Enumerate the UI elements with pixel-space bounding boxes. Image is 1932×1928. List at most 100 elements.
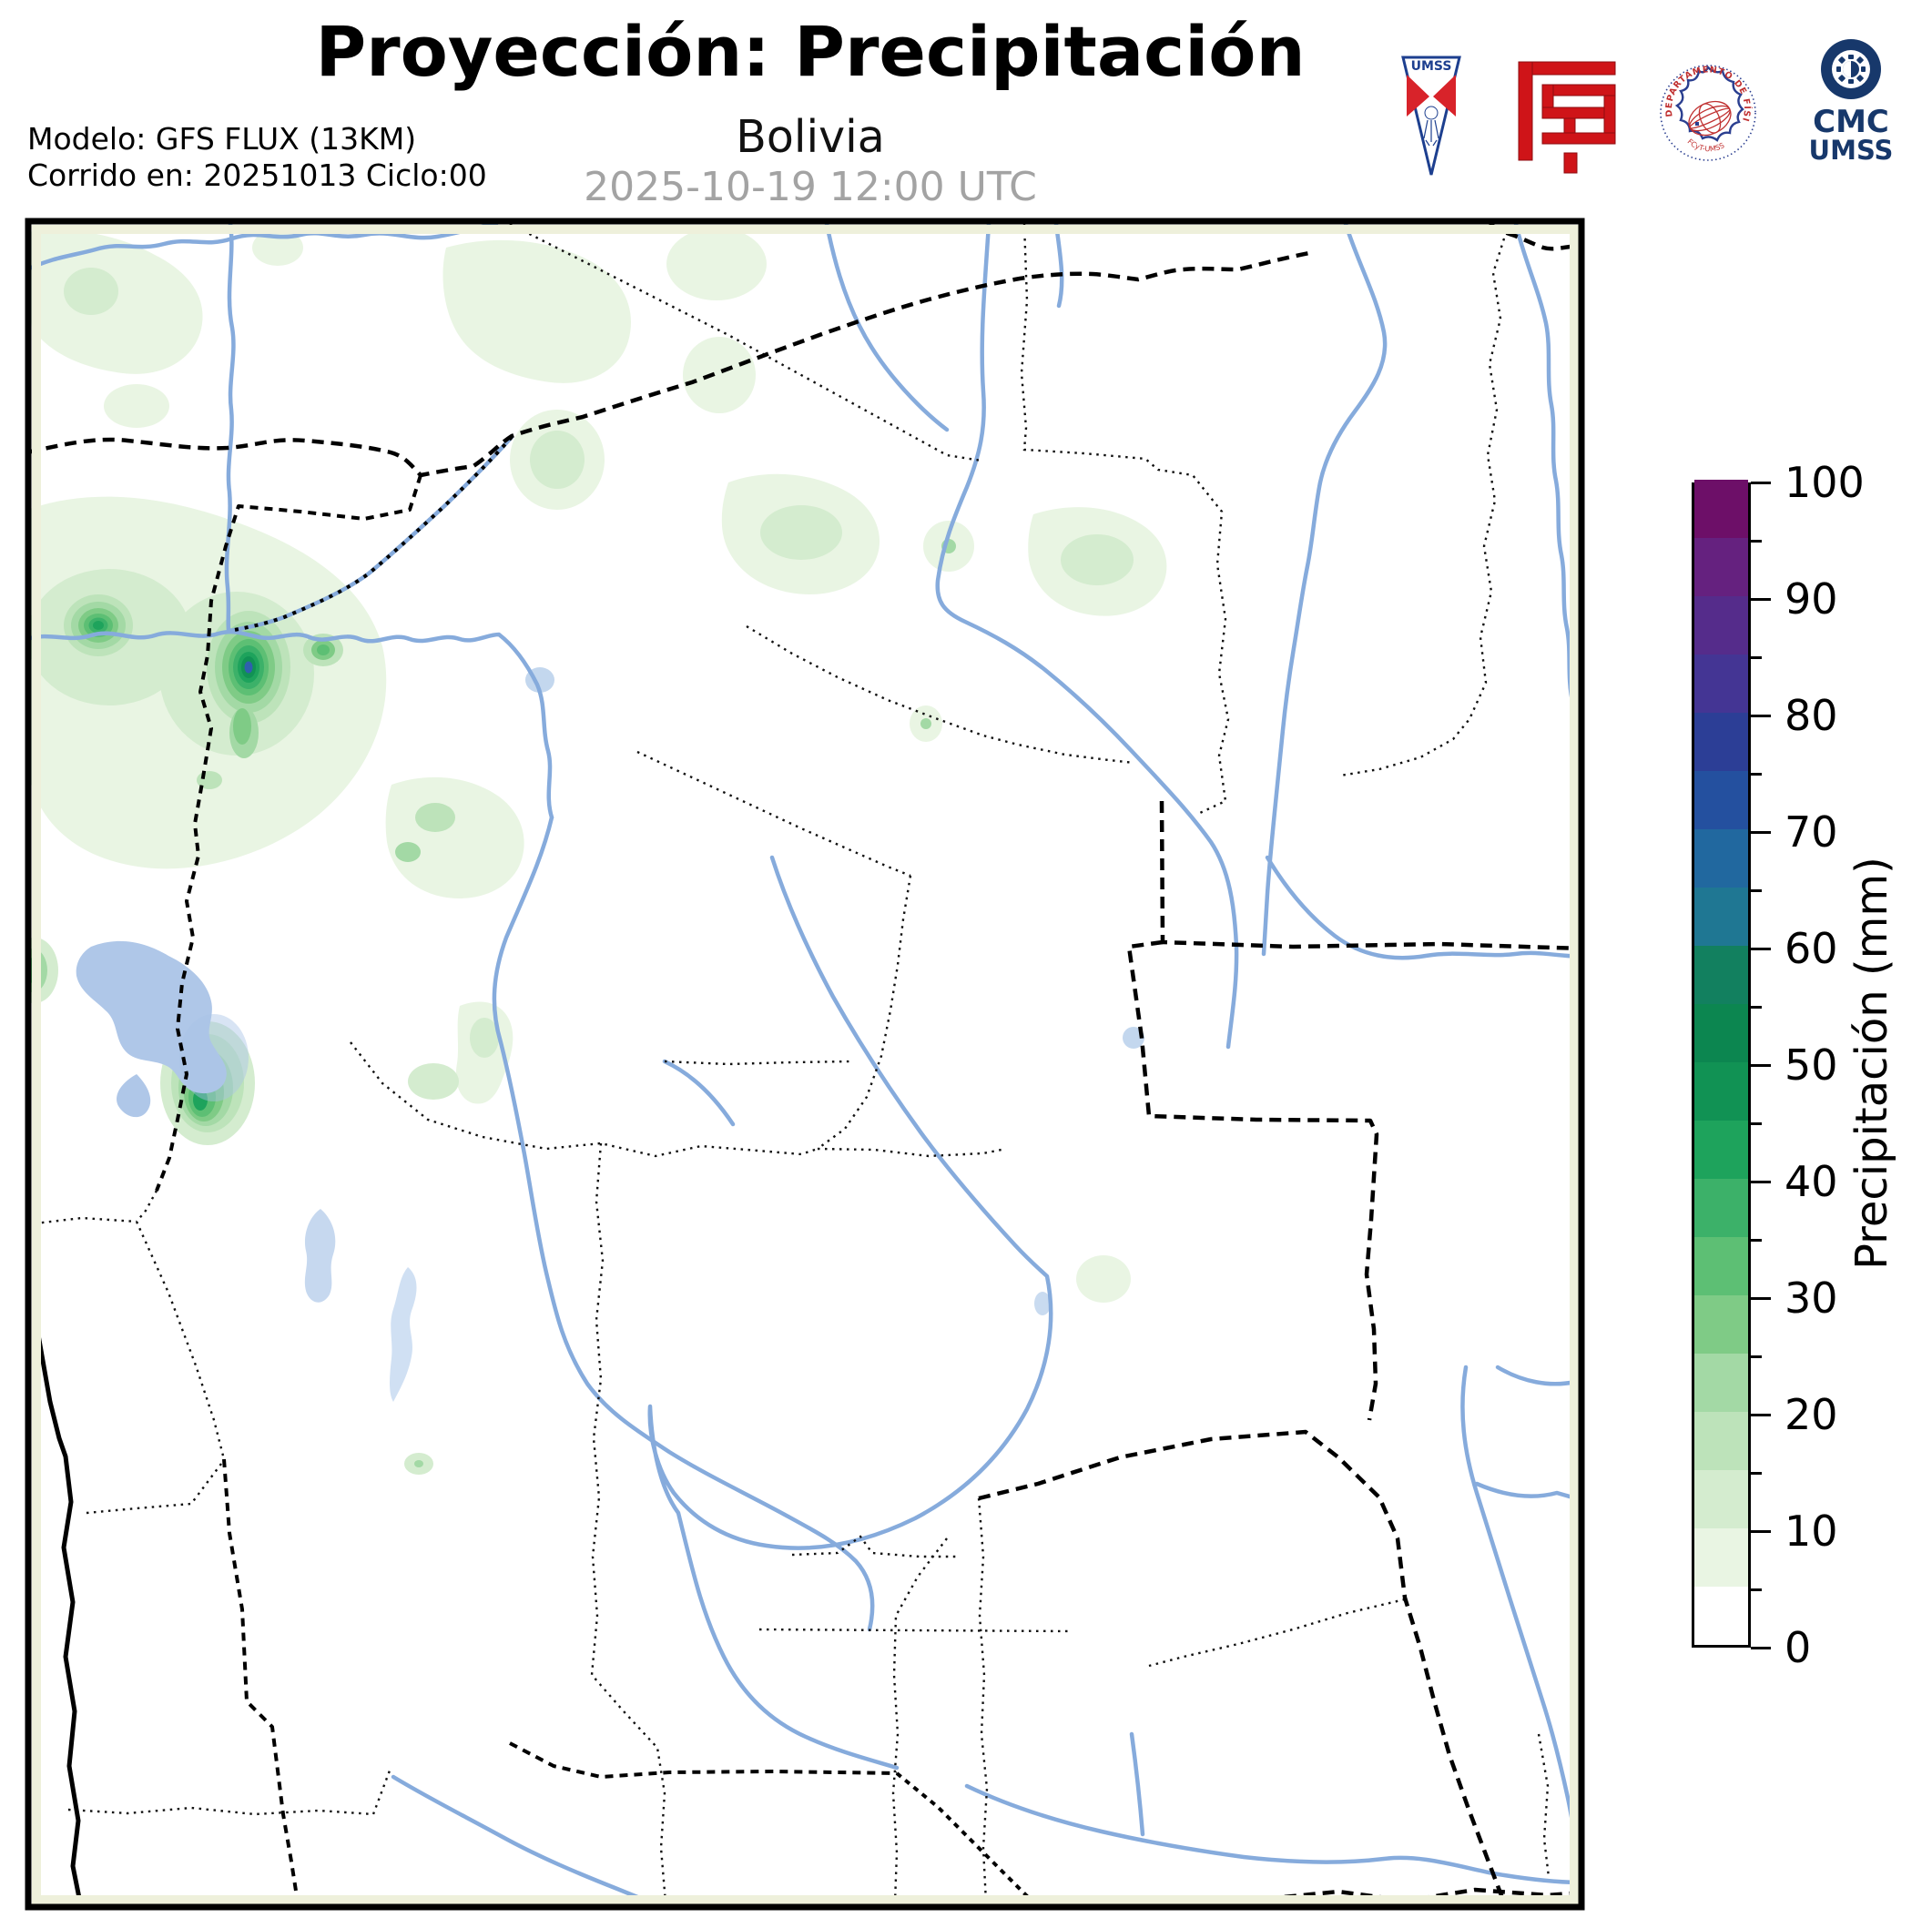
- colorbar-segment: [1694, 713, 1748, 771]
- colorbar-segment: [1694, 1412, 1748, 1470]
- colorbar-major-tick: [1751, 1296, 1771, 1300]
- colorbar-tick-label: 100: [1785, 458, 1865, 507]
- run-line: Corrido en: 20251013 Ciclo:00: [27, 157, 487, 193]
- colorbar-minor-tick: [1751, 1471, 1762, 1475]
- valid-datetime: 2025-10-19 12:00 UTC: [584, 164, 1037, 210]
- river: [1513, 224, 1579, 837]
- river: [1460, 1365, 1579, 1880]
- river: [492, 815, 875, 1632]
- fcyt-mark-icon: [1518, 61, 1616, 174]
- precip-area: [470, 1018, 499, 1058]
- river: [391, 1774, 649, 1903]
- precip-area: [395, 842, 421, 862]
- border-department: [636, 750, 911, 878]
- precip-area: [64, 268, 118, 315]
- border-department: [791, 1535, 956, 1558]
- border-country: [509, 1741, 898, 1779]
- river: [935, 224, 1239, 1050]
- model-info: Modelo: GFS FLUX (13KM) Corrido en: 2025…: [27, 121, 487, 194]
- colorbar-major-tick: [1751, 947, 1771, 950]
- lake-small-2: [1034, 1292, 1051, 1315]
- pennant-emblem-icon: [1424, 106, 1439, 120]
- department-borders: [31, 224, 1551, 1903]
- colorbar-tick-label: 10: [1785, 1507, 1838, 1556]
- precip-ring: [317, 644, 330, 655]
- seal-globe-icon: [1688, 100, 1732, 137]
- colorbar-segment: [1694, 538, 1748, 596]
- colorbar-major-tick: [1751, 714, 1771, 717]
- rivers: [31, 224, 1579, 1903]
- pennant-red-left-icon: [1407, 75, 1429, 117]
- colorbar-minor-tick: [1751, 888, 1762, 892]
- colorbar-tick-label: 30: [1785, 1273, 1838, 1323]
- colorbar-segment: [1694, 1062, 1748, 1121]
- precip-spot-a: [55, 585, 142, 665]
- colorbar-axis-label: Precipitación (mm): [1846, 857, 1897, 1270]
- colorbar-tick-label: 50: [1785, 1040, 1838, 1090]
- colorbar-segment: [1694, 1587, 1748, 1645]
- region-subtitle: Bolivia: [736, 111, 885, 163]
- border-country: [155, 474, 422, 1192]
- seal-scallop-icon: [1674, 65, 1744, 142]
- cmc-sun-icon: [1836, 55, 1866, 84]
- colorbar-minor-tick: [1751, 1355, 1762, 1358]
- border-country: [1488, 224, 1579, 255]
- colorbar: 0 10 20 30 40 50 60 70 80 90 100: [1692, 458, 1865, 1672]
- precip-ring: [193, 1089, 208, 1111]
- colorbar-major-tick: [1751, 481, 1771, 484]
- fcyt-logo: [1518, 61, 1616, 174]
- lake-titicaca: [76, 940, 227, 1094]
- seal-outer-ring-icon: [1660, 65, 1756, 161]
- lake-overlay: [179, 1014, 249, 1101]
- border-department: [1148, 1598, 1406, 1668]
- colorbar-minor-tick: [1751, 772, 1762, 776]
- pennant-arrows-icon: [1423, 119, 1439, 147]
- colorbar-major-tick: [1751, 830, 1771, 834]
- colorbar-major-tick: [1751, 1063, 1771, 1067]
- border-department: [590, 1142, 667, 1903]
- colorbar-minor-tick: [1751, 539, 1762, 543]
- umss-pennant-logo: UMSS: [1401, 56, 1461, 176]
- precip-area: [530, 431, 585, 489]
- precip-area: [408, 1063, 459, 1100]
- colorbar-segment: [1694, 1121, 1748, 1179]
- precip-area: [666, 228, 767, 300]
- border-department: [136, 1190, 158, 1223]
- colorbar-major-tick: [1751, 597, 1771, 601]
- border-department: [31, 1216, 226, 1460]
- colorbar-segment: [1694, 1354, 1748, 1412]
- pennant-red-right-icon: [1433, 75, 1456, 117]
- colorbar-segment: [1694, 1295, 1748, 1354]
- colorbar-segment: [1694, 596, 1748, 655]
- river: [224, 224, 236, 633]
- colorbar-tick-label: 90: [1785, 574, 1838, 624]
- precip-area: [683, 337, 756, 413]
- precip-area: [414, 1460, 423, 1467]
- border-department: [817, 875, 912, 1150]
- colorbar-segment: [1694, 1179, 1748, 1237]
- fisica-seal-logo: DEPARTAMENTO DE FÍSICA FCyT-UMSS: [1659, 53, 1756, 161]
- border-department: [350, 1041, 1002, 1158]
- river: [1474, 1481, 1579, 1502]
- border-department: [509, 224, 982, 462]
- border-country: [229, 435, 514, 633]
- river: [31, 629, 554, 820]
- border-department: [67, 1770, 391, 1816]
- border-country: [1159, 800, 1579, 951]
- map-frame: [25, 218, 1585, 1911]
- lakes: [76, 667, 1144, 1402]
- colorbar-major-tick: [1751, 1646, 1771, 1649]
- colorbar-tick-label: 20: [1785, 1390, 1838, 1439]
- salar-uyuni: [390, 1267, 417, 1402]
- border-department: [1537, 1733, 1551, 1878]
- colorbar-segment: [1694, 1470, 1748, 1528]
- precip-spot-c: [303, 634, 343, 666]
- precip-area: [1076, 1255, 1131, 1303]
- precip-area: [920, 718, 931, 729]
- colorbar-major-tick: [1751, 1180, 1771, 1183]
- colorbar-minor-tick: [1751, 655, 1762, 659]
- border-country: [31, 250, 1310, 478]
- colorbar-segment: [1694, 655, 1748, 713]
